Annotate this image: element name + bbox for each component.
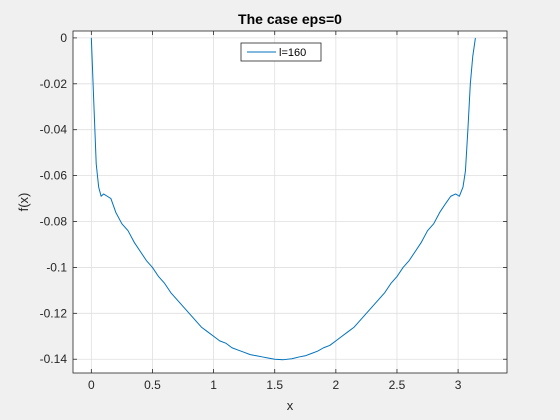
chart-title: The case eps=0 xyxy=(238,11,342,27)
x-tick-label: 0.5 xyxy=(144,378,161,392)
y-tick-label: -0.1 xyxy=(46,260,67,274)
series-line xyxy=(90,37,476,361)
y-tick-label: -0.12 xyxy=(40,306,68,320)
ticks: 0 0.5 1 1.5 2 2.5 3 0 -0.02 -0.04 -0.06 -0.08 -0.1 -0… xyxy=(40,31,507,392)
legend-box xyxy=(240,42,322,62)
plot-frame xyxy=(72,30,508,374)
grid xyxy=(73,31,507,373)
y-tick-label: -0.08 xyxy=(40,215,68,229)
y-axis-label: f(x) xyxy=(16,193,31,212)
y-tick-label: -0.14 xyxy=(40,352,68,366)
series-layer xyxy=(90,37,476,361)
legend: l=160 xyxy=(240,42,322,62)
x-tick-label: 2 xyxy=(333,378,340,392)
x-tick-label: 2.5 xyxy=(389,378,406,392)
legend-label: l=160 xyxy=(279,47,306,59)
y-tick-label: -0.06 xyxy=(40,169,68,183)
y-tick-label: 0 xyxy=(60,31,67,45)
x-tick-label: 3 xyxy=(455,378,462,392)
x-tick-label: 1 xyxy=(210,378,217,392)
x-tick-label: 0 xyxy=(88,378,95,392)
x-axis-label: x xyxy=(287,398,294,413)
x-tick-label: 1.5 xyxy=(266,378,283,392)
y-tick-label: -0.04 xyxy=(40,123,68,137)
y-tick-label: -0.02 xyxy=(40,77,68,91)
plot-background xyxy=(73,31,507,373)
